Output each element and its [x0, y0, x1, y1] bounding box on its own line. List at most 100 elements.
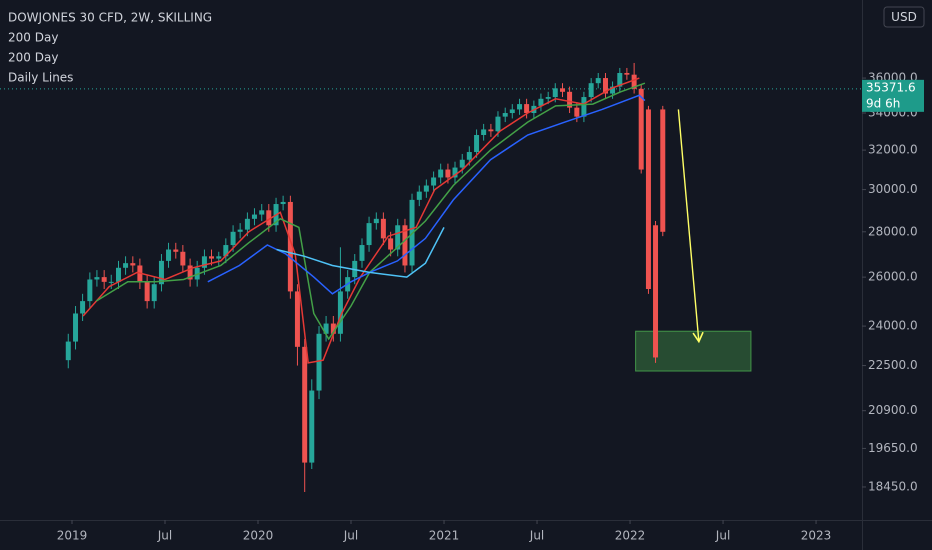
candle-body [237, 229, 243, 232]
candle-body [87, 279, 93, 302]
candle-body [545, 97, 551, 99]
axes: 18450.0 19650.0 20900.0 22500.0 24000.0 26000… [57, 71, 924, 543]
candle-body [108, 281, 114, 283]
moving-average-line [95, 82, 646, 341]
candle-body [294, 291, 300, 347]
candle-body [373, 218, 379, 224]
candle-body [151, 284, 157, 302]
candle-body [423, 185, 429, 192]
candle-body [645, 109, 651, 290]
candle-body [259, 210, 265, 215]
candle-body [588, 83, 594, 98]
candle-body [130, 263, 136, 266]
y-tick-label: 30000.0 [868, 182, 918, 196]
candle-body [80, 301, 86, 314]
candle-body [216, 256, 222, 259]
moving-average-line [276, 227, 445, 278]
chart-title: DOWJONES 30 CFD, 2W, SKILLING [8, 11, 212, 25]
candle-body [445, 169, 451, 178]
candle-body [631, 74, 637, 89]
projection-arrow [677, 109, 704, 344]
x-tick-label: Jul [529, 529, 544, 543]
candle-body [323, 323, 329, 334]
candle-body [452, 167, 458, 178]
candle-body [280, 201, 286, 205]
candle-body [123, 263, 129, 268]
candle-body [65, 341, 71, 361]
candle-body [388, 238, 394, 250]
candle-body [660, 109, 666, 232]
candle-body [380, 218, 386, 239]
candle-body [560, 88, 566, 92]
candle-body [502, 113, 508, 117]
x-tick-label: Jul [343, 529, 358, 543]
candle-body [73, 313, 79, 342]
candle-body [266, 210, 272, 226]
candle-body [316, 333, 322, 391]
x-tick-label: 2022 [615, 529, 646, 543]
y-tick-label: 24000.0 [868, 319, 918, 333]
candle-body [509, 109, 515, 114]
candle-body [638, 88, 644, 170]
y-tick-label: 20900.0 [868, 403, 918, 417]
legend-entry: 200 Day [8, 51, 58, 65]
candle-body [517, 104, 523, 110]
candle-body [94, 277, 100, 280]
candle-body [359, 245, 365, 261]
candle-body [223, 245, 229, 257]
candle-body [115, 267, 121, 282]
candle-body [337, 291, 343, 334]
candle-body [624, 72, 630, 75]
candle-body [416, 191, 422, 200]
x-tick-label: Jul [715, 529, 730, 543]
candle-body [395, 225, 401, 250]
y-tick-label: 26000.0 [868, 270, 918, 284]
candle-body [158, 260, 164, 285]
y-tick-label: 22500.0 [868, 358, 918, 372]
candle-body [209, 256, 215, 259]
candle-body [180, 251, 186, 266]
candle-body [287, 201, 293, 292]
candle-body [431, 177, 437, 186]
candle-body [244, 218, 250, 230]
candle-body [201, 256, 207, 268]
legend-entry: Daily Lines [8, 71, 73, 85]
currency-box[interactable] [883, 6, 925, 28]
candle-body [481, 129, 487, 136]
x-tick-label: 2023 [801, 529, 832, 543]
candle-body [581, 97, 587, 117]
candle-body [230, 231, 236, 246]
y-tick-label: 28000.0 [868, 224, 918, 238]
legend-entry: 200 Day [8, 31, 58, 45]
target-zone [635, 330, 752, 372]
candle-body [366, 223, 372, 246]
candle-body [495, 116, 501, 132]
x-tick-label: Jul [157, 529, 172, 543]
x-tick-label: 2021 [429, 529, 460, 543]
plot-area [0, 62, 862, 492]
candle-body [595, 78, 601, 84]
candle-body [610, 86, 616, 94]
x-tick-label: 2020 [243, 529, 274, 543]
candle-body [309, 390, 315, 463]
candle-body [567, 91, 573, 108]
last-price-box [862, 79, 924, 112]
candle-body [438, 169, 444, 178]
candle-body [466, 152, 472, 160]
candle-body [302, 346, 308, 463]
candle-body [538, 98, 544, 106]
candle-body [402, 225, 408, 266]
candle-body [474, 135, 480, 153]
y-tick-label: 19650.0 [868, 441, 918, 455]
candle-body [251, 214, 257, 219]
candle-body [653, 225, 659, 358]
candle-body [602, 78, 608, 94]
last-price-label: 35371.6 [866, 80, 916, 94]
candle-body [187, 265, 193, 280]
candle-body [330, 323, 336, 334]
moving-average-line [82, 77, 640, 364]
candle-body [552, 88, 558, 98]
candle-body [617, 72, 623, 87]
